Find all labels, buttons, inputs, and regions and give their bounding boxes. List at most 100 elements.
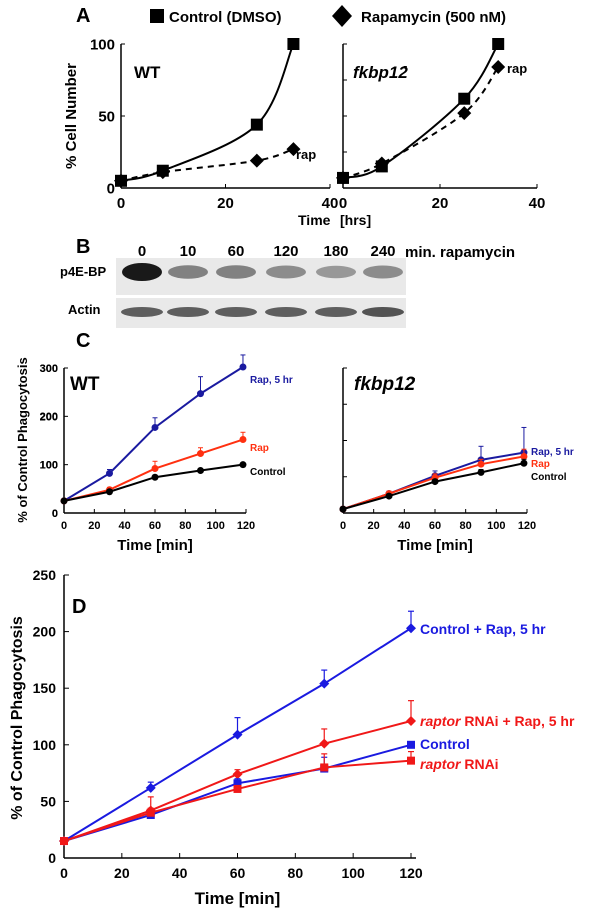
series-label: raptor RNAi	[420, 756, 499, 772]
series-label: raptor RNAi + Rap, 5 hr	[420, 713, 575, 729]
series-label: Rap, 5 hr	[250, 375, 293, 386]
blot-lane-label: 240	[370, 243, 395, 260]
y-tick-label: 50	[40, 793, 56, 809]
y-tick-label: 200	[40, 411, 58, 423]
series-control-rap-5-hr: Control + Rap, 5 hr	[59, 610, 546, 847]
x-tick-label: 40	[119, 520, 131, 532]
data-point	[60, 497, 68, 505]
p4ebp-band	[316, 265, 356, 279]
data-point-control	[250, 118, 263, 131]
blot-lane-label: 10	[180, 243, 197, 260]
x-tick-label: 0	[60, 865, 68, 881]
data-point	[406, 716, 416, 727]
y-tick-label: 200	[33, 624, 57, 640]
x-tick-label: 80	[460, 520, 472, 532]
data-point	[477, 468, 485, 476]
y-tick-label: 250	[33, 567, 57, 583]
data-point	[197, 390, 204, 398]
actin-band	[121, 307, 163, 317]
series-line-control	[342, 43, 500, 179]
p4ebp-band	[363, 265, 403, 279]
series-control: Control	[60, 736, 470, 846]
x-axis-label: Time [min]	[195, 889, 281, 908]
data-point	[233, 784, 242, 793]
actin-band	[315, 307, 357, 317]
actin-band	[265, 307, 307, 317]
blot-row-label-actin: Actin	[68, 302, 101, 317]
data-point	[239, 363, 247, 371]
series-label: Rap	[531, 459, 550, 470]
y-axis-label: % of Control Phagocytosis	[15, 357, 30, 522]
data-point	[145, 782, 156, 793]
data-point-rapamycin	[457, 106, 472, 121]
x-tick-label: 0	[117, 195, 125, 212]
legend-diamond-marker	[332, 5, 352, 27]
x-tick-label: 40	[172, 865, 188, 881]
series-label-rap: rap	[296, 147, 316, 162]
x-tick-label: 60	[429, 520, 441, 532]
x-tick-label: 60	[230, 865, 246, 881]
data-point	[233, 779, 242, 788]
data-point	[197, 450, 204, 458]
x-axis-label: Time	[298, 212, 331, 228]
x-axis-label: Time [min]	[117, 537, 193, 554]
x-tick-label: 20	[432, 195, 449, 212]
x-tick-label: 100	[206, 520, 224, 532]
x-tick-label: 120	[237, 520, 255, 532]
data-point	[151, 465, 159, 473]
data-point	[232, 769, 243, 780]
data-point	[151, 423, 159, 431]
series-label-rap: rap	[507, 61, 527, 76]
chart-title-superscript: -	[411, 370, 415, 385]
y-tick-label: 100	[33, 737, 57, 753]
data-point-rapamycin	[249, 153, 264, 168]
legend-rapamycin-label: Rapamycin (500 nM)	[361, 9, 506, 26]
data-point-rapamycin	[114, 173, 128, 188]
series-label-rest: Control	[420, 736, 470, 752]
data-point-rapamycin	[286, 142, 301, 157]
x-tick-label: 100	[341, 865, 365, 881]
actin-band	[167, 307, 209, 317]
series-rap: Rap	[60, 431, 269, 505]
series-rap: Rap	[339, 448, 550, 513]
series-label: Control	[531, 472, 567, 483]
x-tick-label: 20	[368, 520, 380, 532]
x-axis-label: Time [min]	[397, 537, 473, 554]
series-label-rest: RNAi + Rap, 5 hr	[460, 713, 575, 729]
series-line-control	[120, 43, 295, 182]
series-raptor-rnai: raptor RNAi	[60, 750, 499, 846]
series-label-rest: Control + Rap, 5 hr	[420, 621, 546, 637]
series-label: Rap	[250, 443, 269, 454]
x-tick-label: 80	[288, 865, 304, 881]
data-point	[151, 473, 159, 481]
data-point-control	[492, 38, 505, 50]
data-point	[60, 837, 68, 846]
chart-title-superscript: -	[403, 58, 407, 73]
x-tick-label: 0	[340, 520, 346, 532]
chart-a-fkbp12: 0 20 40 fkbp12- rap	[336, 38, 545, 212]
x-tick-label: 20	[88, 520, 100, 532]
chart-title: WT	[134, 63, 161, 82]
x-tick-label: 0	[61, 520, 67, 532]
data-point	[106, 469, 113, 477]
data-point	[385, 492, 393, 500]
y-tick-label: 0	[52, 508, 58, 520]
x-tick-label: 0	[339, 195, 347, 212]
p4ebp-band	[122, 263, 162, 281]
series-control: Control	[60, 461, 286, 505]
data-point	[339, 505, 347, 513]
data-point	[232, 729, 243, 740]
actin-band	[215, 307, 257, 317]
data-point	[320, 763, 329, 772]
blot-lane-label: 60	[228, 243, 245, 260]
x-tick-label: 40	[398, 520, 410, 532]
data-point	[239, 461, 247, 469]
series-label-italic: raptor	[420, 756, 462, 772]
series-label: Control	[420, 736, 470, 752]
p4ebp-band	[216, 265, 256, 279]
y-tick-label: 50	[98, 108, 115, 125]
series-label-italic: raptor	[420, 713, 462, 729]
blot-lane-label: 120	[273, 243, 298, 260]
